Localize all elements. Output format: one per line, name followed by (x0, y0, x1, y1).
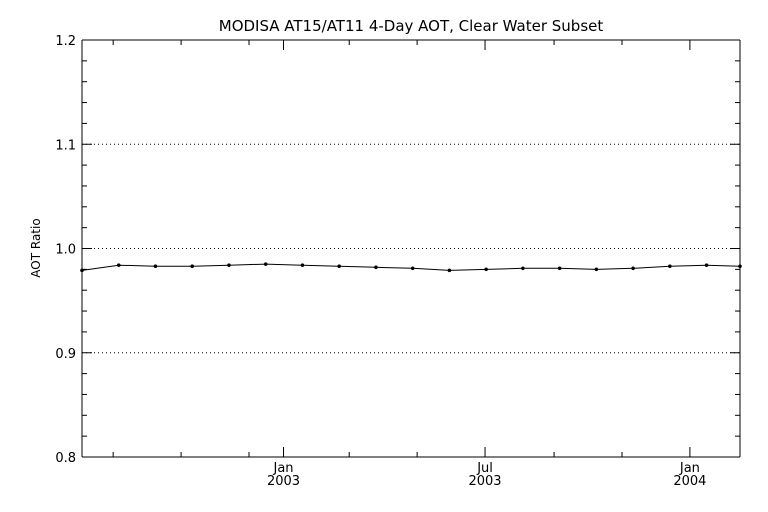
data-point (447, 268, 452, 273)
data-point (300, 263, 305, 268)
data-point (374, 265, 378, 270)
series-line (81, 263, 741, 271)
data-point (337, 264, 342, 269)
data-point (80, 268, 84, 273)
y-tick-label: 1.0 (55, 243, 76, 258)
x-tick-label-year: 2003 (267, 474, 300, 489)
data-point (704, 263, 709, 268)
y-tick-label: 0.9 (55, 347, 76, 362)
x-tick-label-year: 2004 (673, 474, 706, 489)
data-point (153, 264, 158, 269)
data-point (521, 266, 525, 271)
data-point (668, 264, 672, 269)
data-point (227, 263, 231, 268)
grid-layer (82, 143, 740, 354)
x-tick-label-month: Jul (476, 461, 493, 476)
y-tick-label: 0.8 (55, 451, 76, 466)
data-point (738, 264, 742, 269)
data-point (116, 263, 121, 268)
data-point (410, 266, 415, 271)
series-layer (80, 262, 742, 273)
data-point (631, 266, 635, 271)
x-tick-label-month: Jan (679, 461, 700, 476)
data-point (263, 262, 268, 266)
data-point (484, 267, 489, 272)
y-tick-label: 1.1 (55, 138, 76, 153)
x-tick-label-month: Jan (272, 461, 293, 476)
data-point (190, 264, 195, 269)
data-point (557, 266, 562, 271)
y-tick-label: 1.2 (55, 34, 76, 49)
x-tick-label-year: 2003 (468, 474, 501, 489)
chart-title: MODISA AT15/AT11 4-Day AOT, Clear Water … (219, 17, 604, 35)
y-axis-label: AOT Ratio (29, 218, 43, 277)
data-point (594, 267, 599, 272)
